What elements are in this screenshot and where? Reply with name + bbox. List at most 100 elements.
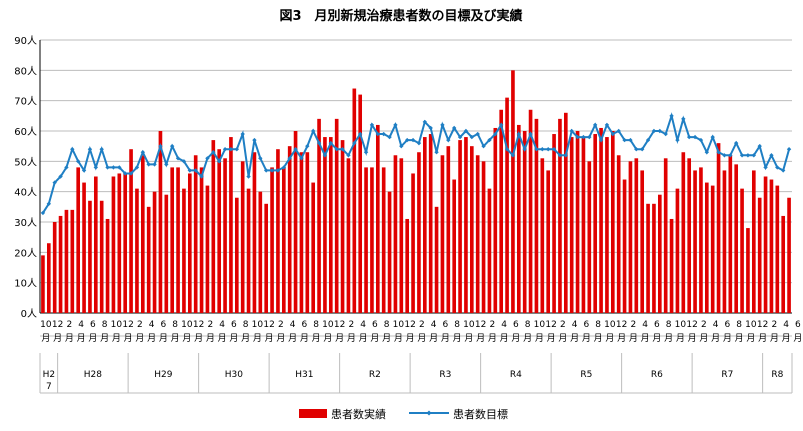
bar — [240, 161, 245, 313]
target-marker — [293, 147, 298, 152]
bar — [411, 173, 415, 313]
target-marker — [581, 134, 586, 140]
x-tick-unit: 月 — [782, 333, 791, 344]
target-marker — [252, 137, 257, 143]
bar — [258, 191, 263, 313]
bar — [117, 173, 122, 313]
x-tick-unit: 月 — [312, 333, 321, 344]
x-tick-unit: 月 — [300, 333, 309, 344]
y-tick-label: 40人 — [14, 187, 37, 199]
bar — [464, 137, 468, 313]
x-tick-label: 2 — [701, 320, 707, 330]
era-label: H30 — [225, 370, 243, 380]
target-marker — [158, 143, 163, 149]
target-marker — [287, 156, 292, 161]
y-tick-label: 30人 — [14, 217, 37, 229]
x-tick-unit: 月 — [500, 333, 509, 344]
target-marker — [105, 165, 110, 170]
x-tick-unit: 月 — [558, 333, 567, 344]
target-marker — [228, 147, 234, 152]
bar — [76, 167, 81, 313]
target-marker — [545, 147, 551, 152]
target-marker — [40, 210, 46, 216]
x-tick-unit: 月 — [417, 333, 426, 344]
x-tick-label: 8 — [384, 320, 390, 330]
target-marker — [381, 131, 386, 137]
bar — [323, 137, 327, 313]
era-label: R6 — [651, 370, 663, 380]
bar — [628, 161, 633, 313]
bar — [693, 170, 697, 313]
x-tick-label: 4 — [431, 320, 437, 330]
x-tick-label: 10 — [252, 320, 264, 330]
target-marker — [357, 131, 363, 137]
target-marker — [246, 174, 251, 179]
target-marker — [70, 147, 75, 152]
target-marker — [222, 147, 228, 152]
y-tick-label: 50人 — [14, 156, 37, 168]
x-tick-label: 6 — [231, 320, 237, 330]
y-tick-label: 80人 — [14, 65, 37, 77]
x-tick-unit: 月 — [253, 333, 262, 344]
bar — [293, 131, 298, 313]
line-series — [40, 112, 792, 216]
bar — [552, 134, 556, 313]
target-marker — [169, 143, 175, 149]
target-marker — [463, 128, 469, 134]
x-tick-label: 6 — [443, 320, 449, 330]
x-tick-unit: 月 — [100, 333, 109, 344]
target-marker — [75, 159, 81, 164]
y-tick-label: 70人 — [14, 96, 37, 108]
bar — [757, 197, 762, 313]
bar — [722, 170, 727, 313]
x-tick-unit: 月 — [464, 333, 473, 344]
target-marker — [569, 128, 574, 134]
bar — [511, 70, 515, 313]
era-label: R2 — [369, 370, 381, 380]
target-marker — [498, 122, 504, 128]
target-marker — [128, 171, 134, 176]
bar — [575, 131, 580, 313]
target-marker — [728, 153, 733, 158]
x-tick-unit: 月 — [194, 333, 203, 344]
era-label: R5 — [580, 370, 592, 380]
bar — [440, 155, 445, 313]
bar — [522, 131, 527, 313]
target-marker — [352, 140, 357, 146]
target-marker — [122, 171, 128, 176]
bar — [616, 155, 621, 313]
target-marker — [87, 147, 93, 152]
x-tick-label: 12 — [616, 320, 627, 330]
x-tick-label: 8 — [525, 320, 531, 330]
target-marker — [522, 147, 527, 152]
bar — [469, 146, 474, 313]
bar — [346, 158, 351, 313]
bar — [728, 155, 733, 313]
bar — [152, 191, 157, 313]
bar — [528, 109, 533, 314]
y-tick-label: 20人 — [14, 247, 37, 259]
x-tick-unit: 月 — [453, 333, 462, 344]
x-tick-label: 4 — [290, 320, 296, 330]
era-label: H29 — [154, 370, 172, 380]
x-tick-label: 12 — [475, 320, 486, 330]
target-marker — [722, 153, 727, 158]
legend-line-label: 患者数目標 — [453, 407, 508, 421]
x-tick-label: 12 — [334, 320, 345, 330]
x-tick-label: 2 — [560, 320, 566, 330]
target-marker — [551, 147, 557, 152]
x-tick-label: 12 — [404, 320, 415, 330]
x-tick-unit: 月 — [746, 333, 755, 344]
target-marker — [422, 119, 428, 125]
bar — [669, 218, 674, 313]
x-tick-label: 10 — [745, 320, 757, 330]
target-marker — [780, 168, 786, 173]
bar — [428, 134, 433, 313]
bar — [358, 94, 363, 313]
x-tick-unit: 月 — [535, 333, 544, 344]
bar — [170, 167, 175, 313]
bar — [681, 152, 686, 313]
x-tick-label: 12 — [193, 320, 204, 330]
x-tick-unit: 月 — [182, 333, 191, 344]
era-label: R8 — [771, 370, 783, 380]
